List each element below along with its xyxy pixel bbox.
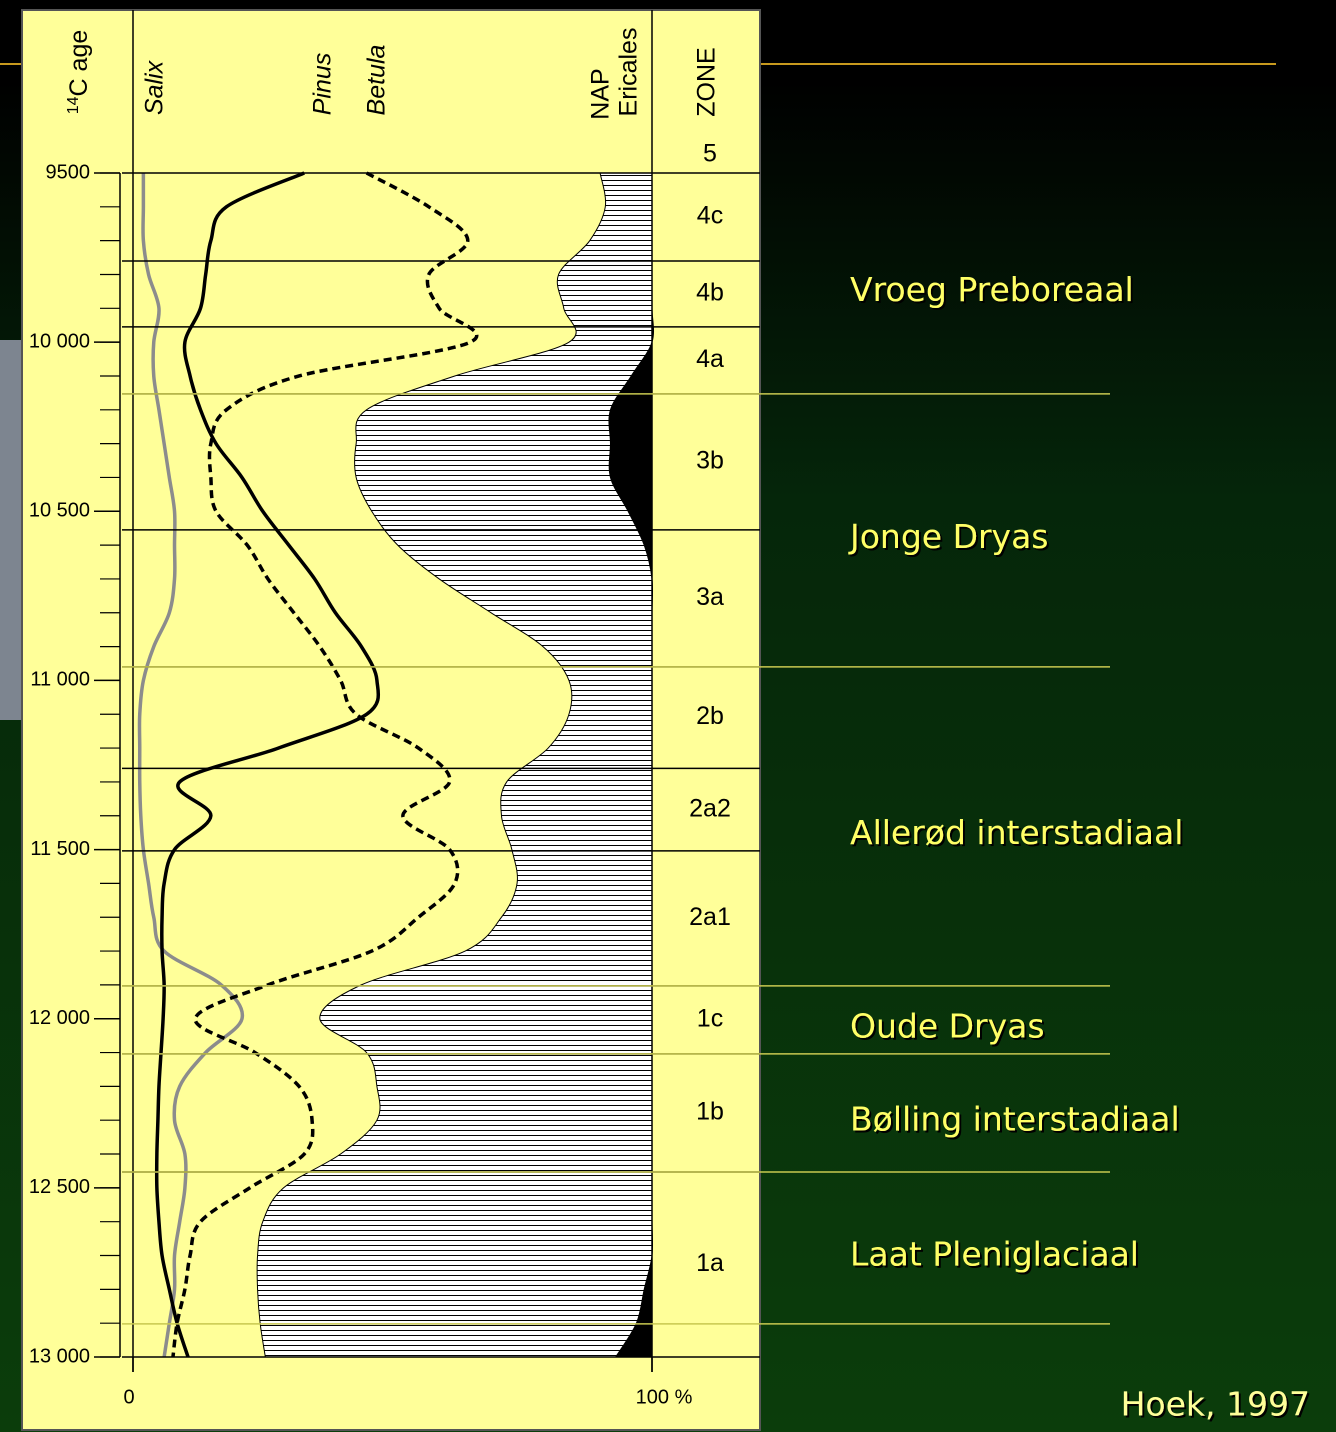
column-label: Ericales — [615, 28, 643, 117]
photo-fragment — [0, 340, 24, 720]
period-label: Vroeg Preboreaal — [850, 270, 1134, 309]
y-tick-label: 13 000 — [29, 1345, 90, 1367]
zone-label: 2a1 — [689, 903, 731, 931]
y-tick-label: 10 000 — [29, 330, 90, 352]
x-tick-label: 100 % — [636, 1386, 693, 1408]
zone-label: 2a2 — [689, 794, 731, 822]
zone-label: 1b — [696, 1098, 724, 1126]
zone-label: 3a — [696, 583, 724, 611]
column-label: Pinus — [309, 53, 337, 116]
period-label: Laat Pleniglaciaal — [850, 1234, 1139, 1273]
curve — [137, 172, 245, 1358]
curve — [154, 171, 381, 1358]
ericales-area — [608, 173, 654, 1357]
source: Hoek, 1997 — [1121, 1385, 1310, 1424]
dashed-curve — [171, 171, 479, 1358]
zone-label: 1a — [696, 1249, 724, 1277]
column-label: Salix — [141, 59, 169, 115]
nap-area — [256, 172, 655, 1358]
zone-label: 4b — [696, 279, 724, 307]
age-label: C age — [65, 30, 93, 97]
y-tick-label: 12 500 — [29, 1176, 90, 1198]
column-label: Betula — [363, 44, 391, 115]
zone-label: 3b — [696, 447, 724, 475]
zone-title: ZONE — [693, 47, 721, 116]
y-tick-label: 10 500 — [29, 500, 90, 522]
y-tick-label: 9500 — [46, 161, 91, 183]
zone-label: 2b — [696, 702, 724, 730]
age-axis-title: 14C age — [65, 30, 93, 115]
y-tick-label: 11 500 — [30, 838, 90, 860]
zone-label: 4a — [696, 345, 724, 373]
y-tick-label: 11 000 — [30, 669, 90, 691]
period-label: Allerød interstadiaal — [850, 813, 1183, 852]
zone-label: 4c — [697, 202, 723, 230]
column-label: NAP — [587, 68, 615, 119]
period-label: Jonge Dryas — [848, 517, 1049, 556]
period-label: Bølling interstadiaal — [850, 1099, 1180, 1138]
x-tick-label: 0 — [123, 1386, 134, 1408]
zone-label: 5 — [703, 140, 717, 168]
superscript: 14 — [65, 96, 82, 114]
period-label: Oude Dryas — [850, 1006, 1045, 1045]
zone-label: 1c — [697, 1005, 723, 1033]
y-tick-label: 12 000 — [29, 1007, 90, 1029]
